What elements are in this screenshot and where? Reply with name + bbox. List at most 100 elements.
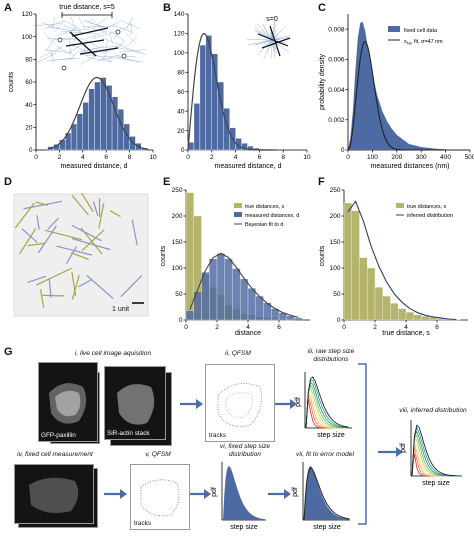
panelF-xtick-label-1: 2 xyxy=(373,324,377,331)
panelF-ytick-label-4: 200 xyxy=(330,213,341,220)
panel-b-track-26 xyxy=(271,39,277,54)
panel-c-xlabel: measured distances (nm) xyxy=(371,163,450,170)
panel-c-ytick-label-4: 0.008 xyxy=(328,26,345,33)
panel-b-track-9 xyxy=(270,39,273,60)
panel-a-track-27 xyxy=(120,19,141,30)
g-viii-xlabel: step size xyxy=(422,480,450,487)
panel-f-xlabel: true distance, s xyxy=(382,330,430,337)
panelF-series0-bar-6 xyxy=(390,303,399,321)
panel-d-stick-12 xyxy=(81,229,105,252)
panel-label-g: G xyxy=(4,346,13,358)
panel-f-legend-swatch-1 xyxy=(396,203,404,208)
panel-a-track-23 xyxy=(78,17,86,30)
panel-a-track-59 xyxy=(126,17,133,30)
panel-a-track-42 xyxy=(64,20,82,31)
panel-label-b: B xyxy=(163,2,171,14)
panel-a-endpoint-1 xyxy=(115,29,121,35)
panel-label-f: F xyxy=(318,176,325,188)
panelF-series0-bar-3 xyxy=(367,267,376,321)
panel-d-stick-25 xyxy=(27,275,47,283)
panelE-xtick-label-2: 4 xyxy=(246,324,250,331)
panel-c-xtick-label-5: 500 xyxy=(465,154,474,161)
panel-a-endpoint-0 xyxy=(57,37,63,43)
panel-b-xtick-label-3: 6 xyxy=(258,154,262,161)
panel-f-legend-2: inferred distribution xyxy=(407,213,453,219)
panel-a-track-20 xyxy=(51,58,80,61)
panel-d-stick-21 xyxy=(37,225,57,254)
g-iii-curve-6 xyxy=(305,381,349,429)
panelE-series1-bar-3 xyxy=(209,258,218,321)
panelF-ytick-label-0: 0 xyxy=(337,317,341,324)
panel-e-legend-2: measured distances, d xyxy=(245,213,299,219)
panel-d-stick-5 xyxy=(23,200,63,210)
panel-b-annotation: s=0 xyxy=(266,16,278,23)
panel-a-bar-4 xyxy=(70,123,78,151)
panel-a-track-29 xyxy=(96,54,121,62)
panel-b-ytick-label-5: 100 xyxy=(174,50,185,57)
panel-a-endpoint-3 xyxy=(121,53,127,59)
panel-b-track-12 xyxy=(255,39,273,46)
panel-b-track-27 xyxy=(271,39,275,52)
g-sir-label: SiR-actin stack xyxy=(107,430,150,437)
panel-a-bar-7 xyxy=(88,88,95,151)
panel-b-track-40 xyxy=(263,39,273,42)
panel-a-track-17 xyxy=(33,23,62,26)
g-iii-xlabel: step size xyxy=(317,432,345,439)
panelE-xtick-label-3: 6 xyxy=(277,324,281,331)
panelE-series1-bar-7 xyxy=(240,278,249,321)
panelF-ytick-label-1: 50 xyxy=(333,291,341,298)
panel-a-dark-track-1 xyxy=(65,39,105,47)
panel-a-ytick-label-2: 40 xyxy=(25,102,33,109)
panel-f-ylabel: counts xyxy=(319,245,326,266)
panel-a-xtick-label-0: 0 xyxy=(34,154,38,161)
panel-a-track-7 xyxy=(68,49,80,62)
panel-d-stick-15 xyxy=(131,219,138,246)
panel-a-track-62 xyxy=(84,55,113,57)
panel-a-bar-5 xyxy=(76,113,83,151)
panel-a-track-63 xyxy=(44,49,72,53)
panel-a-bar-8 xyxy=(94,81,101,151)
panel-b-ytick-label-0: 0 xyxy=(181,147,185,154)
panel-a-xtick-label-3: 6 xyxy=(104,154,108,161)
panel-a-track-66 xyxy=(92,17,108,29)
panel-c-ytick-label-1: 0.002 xyxy=(328,117,345,124)
panel-a-track-34 xyxy=(57,27,78,37)
panel-e-ylabel: counts xyxy=(160,245,167,266)
panel-a-endpoint-2 xyxy=(61,65,67,71)
panel-b-ytick-label-6: 120 xyxy=(174,31,185,38)
panel-b-ytick-label-7: 140 xyxy=(174,11,185,18)
g-vi-xlabel: step size xyxy=(230,524,258,531)
panel-e-legend-swatch-1 xyxy=(234,203,242,208)
panelF-series0-bar-8 xyxy=(405,312,414,321)
panel-a-ytick-label-3: 60 xyxy=(25,79,33,86)
panel-a-track-12 xyxy=(70,16,76,29)
panel-a-track-3 xyxy=(79,55,98,65)
g-vi-ylabel: pdf xyxy=(211,487,218,497)
panel-a-tracks xyxy=(33,16,147,71)
g-gfp-image: GFP-paxillin xyxy=(38,362,98,442)
panel-d-stick-33 xyxy=(92,201,99,216)
panel-c-ytick-label-3: 0.006 xyxy=(328,57,345,64)
g-step-6b: distribution xyxy=(229,451,261,458)
g-step-6a: vi, fixed step size xyxy=(219,443,271,450)
panelE-series1-bar-2 xyxy=(201,272,210,321)
panel-a-track-65 xyxy=(109,32,113,45)
panel-d-stick-14 xyxy=(19,228,37,255)
g-qfsm-tracks-1: tracks xyxy=(205,364,275,442)
panel-c-xtick-label-0: 0 xyxy=(346,154,350,161)
panel-b-track-22 xyxy=(263,39,273,60)
panelE-series0-bar-0 xyxy=(185,192,194,321)
panel-b-xtick-label-5: 10 xyxy=(303,154,311,161)
panel-b-track-32 xyxy=(269,32,273,41)
panel-e-legend-swatch-2 xyxy=(234,212,242,217)
panel-c-legend-swatch xyxy=(388,26,400,32)
panel-c-legend-2: xNC fit, σ=47 nm xyxy=(404,39,443,46)
panel-a-dark-track-2 xyxy=(79,47,119,55)
panel-b-bar-2 xyxy=(199,44,207,151)
panel-a-track-6 xyxy=(112,24,134,33)
panel-a-track-2 xyxy=(126,33,138,45)
panel-a-xtick-label-5: 10 xyxy=(149,154,157,161)
panelE-series1-bar-8 xyxy=(247,288,256,321)
